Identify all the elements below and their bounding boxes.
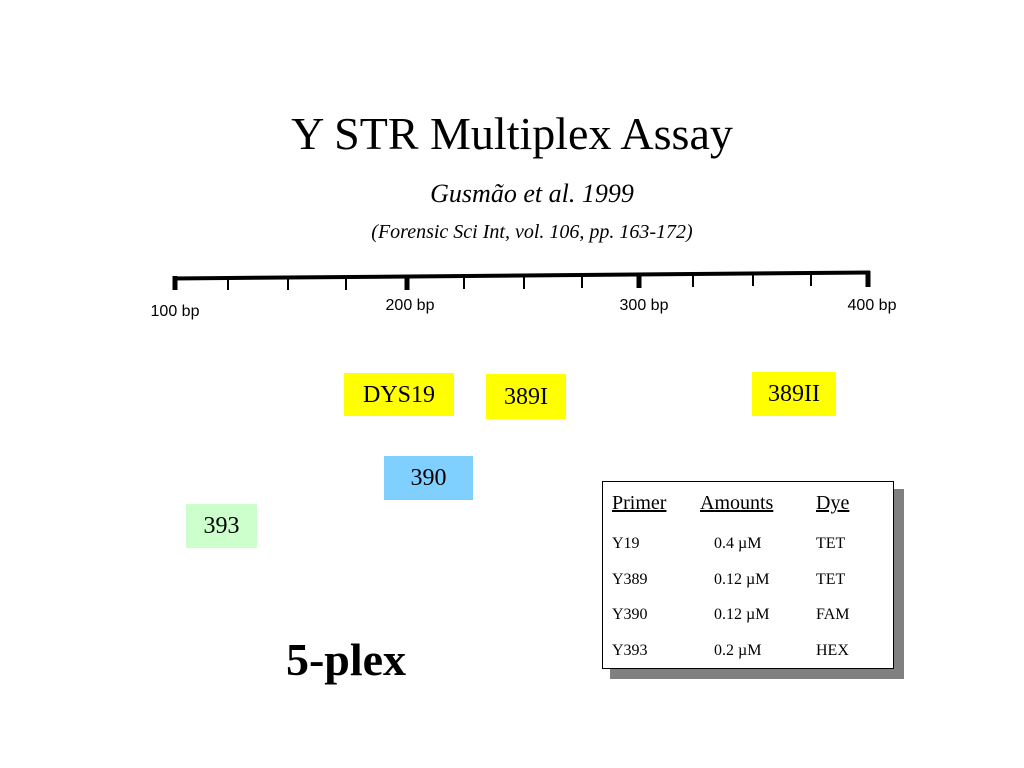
table-cell-dye: HEX xyxy=(816,642,849,659)
marker-393: 393 xyxy=(186,504,257,548)
table-cell-primer: Y19 xyxy=(612,535,640,552)
table-cell-amount: 0.2 µM xyxy=(714,642,762,659)
table-cell-primer: Y390 xyxy=(612,606,648,623)
scale-label-200: 200 bp xyxy=(385,297,435,314)
table-header-primer: Primer xyxy=(612,492,667,514)
marker-390: 390 xyxy=(384,456,473,500)
table-cell-dye: FAM xyxy=(816,606,850,623)
table-cell-amount: 0.12 µM xyxy=(714,571,770,588)
table-cell-primer: Y389 xyxy=(612,571,648,588)
marker-389i: 389I xyxy=(486,374,566,419)
scale-label-300: 300 bp xyxy=(619,297,669,314)
scale-label-400: 400 bp xyxy=(847,297,897,314)
table-cell-primer: Y393 xyxy=(612,642,648,659)
primer-table: Primer Amounts Dye Y19 0.4 µM TET Y389 0… xyxy=(602,481,894,669)
table-cell-dye: TET xyxy=(816,535,846,552)
plex-label: 5-plex xyxy=(285,634,407,685)
citation: Gusmão et al. 1999 xyxy=(430,179,634,208)
marker-dys19: DYS19 xyxy=(344,373,454,416)
size-scale xyxy=(172,270,871,290)
table-header-amounts: Amounts xyxy=(700,492,774,514)
marker-389ii: 389II xyxy=(752,372,836,416)
table-cell-amount: 0.4 µM xyxy=(714,535,762,552)
table-cell-amount: 0.12 µM xyxy=(714,606,770,623)
table-cell-dye: TET xyxy=(816,571,846,588)
scale-axis-line xyxy=(172,270,871,281)
scale-label-100: 100 bp xyxy=(150,303,200,320)
journal-reference: (Forensic Sci Int, vol. 106, pp. 163-172… xyxy=(371,221,693,243)
slide-title: Y STR Multiplex Assay xyxy=(291,108,733,159)
table-header-dye: Dye xyxy=(816,492,850,514)
